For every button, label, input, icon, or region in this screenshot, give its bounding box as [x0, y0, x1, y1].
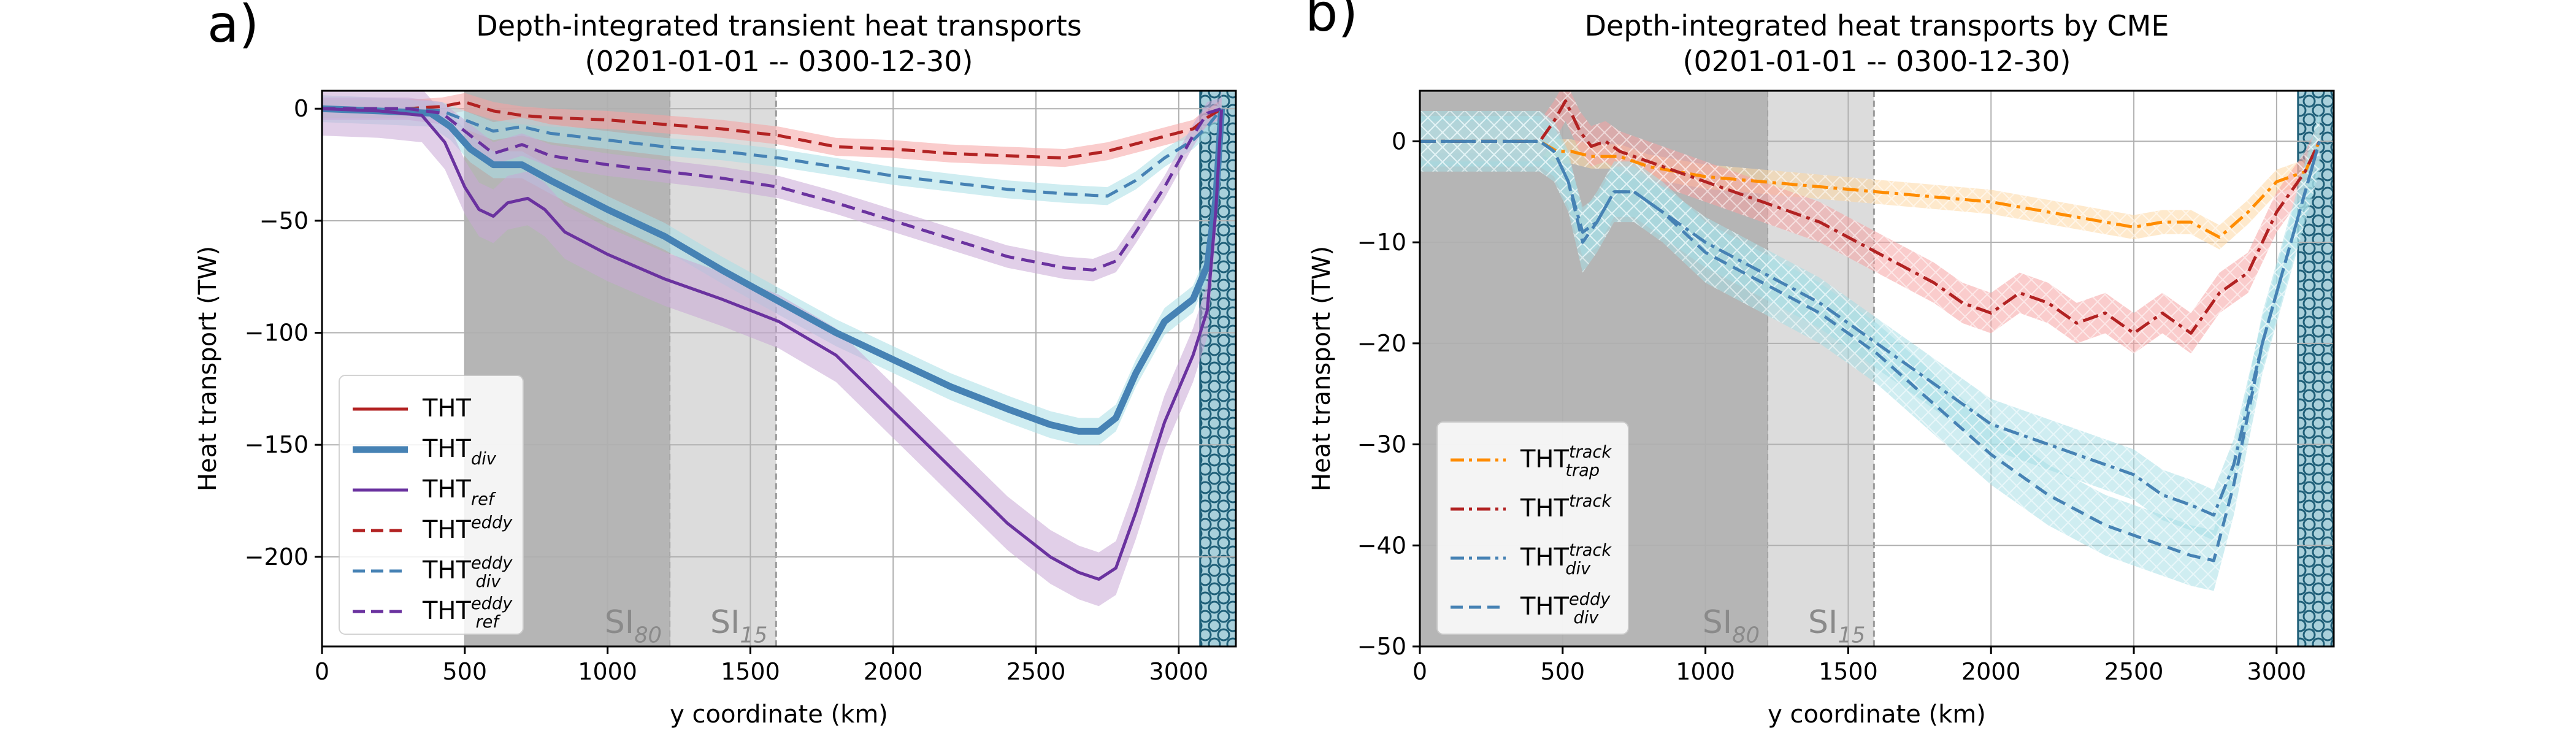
panel-b-subtitle: (0201-01-01 -- 0300-12-30) [1683, 45, 2071, 78]
series-band-1 [322, 95, 1222, 445]
x-tick-label: 1500 [1819, 658, 1878, 685]
legend-label-3: THTeddy [422, 513, 513, 544]
region-label-1: SI15 [710, 604, 767, 648]
legend-label-0: THTtrack trap [1520, 443, 1612, 480]
hatched-region-border [1199, 91, 1236, 646]
y-tick-label: 0 [1392, 128, 1406, 155]
x-tick-label: 2000 [1961, 658, 2021, 685]
series-band-3 [322, 93, 1222, 167]
legend-label-1: THTdiv [422, 435, 497, 469]
series-line-1 [322, 105, 1225, 435]
y-tick-label: −10 [1357, 229, 1406, 256]
x-tick-label: 2500 [1006, 658, 1066, 685]
panel-b-title: Depth-integrated heat transports by CME [1585, 9, 2169, 42]
x-tick-label: 1000 [578, 658, 637, 685]
panel-a-ylabel: Heat transport (TW) [194, 246, 222, 491]
panel-a: SI80 SI15 0 500 1000 1500 2000 2500 3000 0 −50 −100… [245, 90, 1237, 685]
series-line-2 [322, 107, 1224, 581]
x-tick-label: 1000 [1676, 658, 1735, 685]
y-tick-label: −100 [245, 320, 309, 347]
series-line-3 [1420, 139, 2321, 562]
y-tick-label: −30 [1357, 431, 1406, 458]
panel-a-xlabel: y coordinate (km) [670, 700, 888, 729]
x-tick-label: 1500 [721, 658, 780, 685]
plot-area [1420, 91, 2334, 646]
y-tick-label: −50 [1357, 633, 1406, 660]
panel-b-ylabel: Heat transport (TW) [1308, 246, 1336, 491]
series-line-0 [1420, 139, 2321, 239]
series-band-4 [322, 99, 1222, 205]
region-label-1: SI15 [1808, 604, 1865, 648]
series-line-4 [322, 107, 1223, 198]
panel-a-subtitle: (0201-01-01 -- 0300-12-30) [585, 45, 973, 78]
axes-frame [321, 90, 1237, 648]
legend-label-5: THTeddy ref [422, 594, 513, 632]
x-tick-label: 3000 [2247, 658, 2307, 685]
legend-label-0: THT [422, 394, 472, 423]
y-tick-label: −200 [245, 543, 309, 570]
x-tick-label: 2500 [2104, 658, 2164, 685]
panel-b: SI80 SI15 0 500 1000 1500 2000 2500 3000 0 −10 −20 −… [1357, 90, 2335, 685]
series-band-5 [322, 97, 1222, 282]
x-tick-label: 0 [1413, 658, 1427, 685]
x-tick-label: 2000 [864, 658, 923, 685]
legend-box [1436, 421, 1629, 635]
region-label-0: SI80 [605, 604, 662, 648]
panel-a-letter: a) [207, 0, 259, 54]
series-line-5 [322, 107, 1222, 272]
legend-label-3: THTeddy div [1520, 590, 1611, 627]
panel-a-title: Depth-integrated transient heat transpor… [476, 9, 1081, 42]
x-tick-label: 0 [315, 658, 329, 685]
y-tick-label: −20 [1357, 330, 1406, 357]
axes-frame [1419, 90, 2335, 648]
x-tick-label: 500 [1541, 658, 1585, 685]
y-tick-label: −40 [1357, 532, 1406, 559]
series-line-3 [322, 100, 1223, 160]
series-band-hatch-1 [1420, 91, 2320, 354]
legend-label-2: THTtrack div [1520, 541, 1612, 578]
y-tick-label: −50 [259, 207, 309, 234]
plot-area [322, 91, 1236, 646]
series-band-2 [322, 91, 1222, 607]
y-tick-label: −150 [245, 431, 309, 458]
panel-b-xlabel: y coordinate (km) [1768, 700, 1986, 729]
hatched-region-border [2297, 91, 2334, 646]
legend-box [339, 375, 524, 635]
legend-label-2: THTref [422, 475, 496, 509]
series-band-hatch-3 [1420, 110, 2320, 591]
series-line-1 [1420, 99, 2321, 335]
y-tick-label: 0 [294, 95, 309, 122]
panel-b-letter: b) [1305, 0, 1358, 43]
legend-label-4: THTeddy div [422, 554, 513, 591]
x-tick-label: 500 [443, 658, 488, 685]
x-tick-label: 3000 [1149, 658, 1209, 685]
series-line-2 [1420, 139, 2321, 517]
legend-label-1: THTtrack [1520, 492, 1612, 523]
region-label-0: SI80 [1703, 604, 1760, 648]
